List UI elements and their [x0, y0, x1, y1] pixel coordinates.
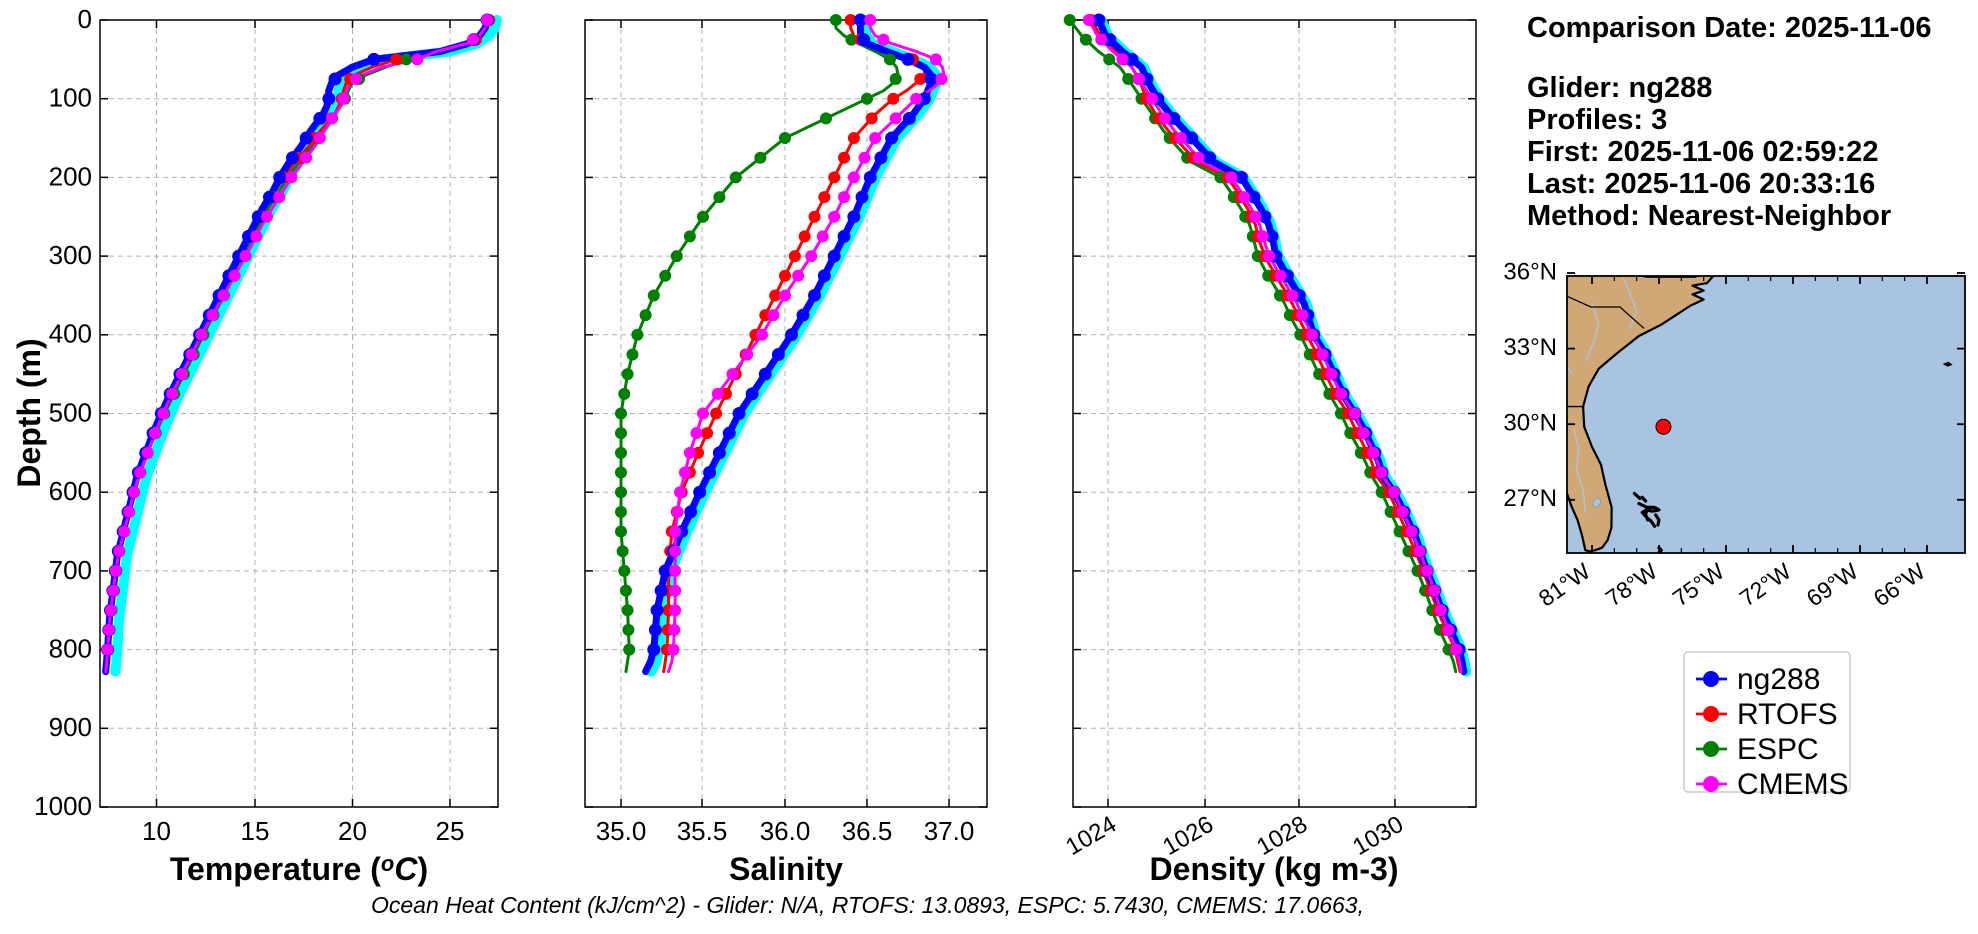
svg-text:700: 700 [49, 555, 92, 585]
svg-text:15: 15 [241, 816, 270, 846]
svg-text:RTOFS: RTOFS [1737, 698, 1838, 731]
svg-text:20: 20 [338, 816, 367, 846]
svg-text:500: 500 [49, 397, 92, 427]
svg-text:35.0: 35.0 [596, 816, 647, 846]
svg-text:800: 800 [49, 633, 92, 663]
svg-text:900: 900 [49, 712, 92, 742]
svg-text:Salinity: Salinity [729, 851, 843, 887]
svg-text:400: 400 [49, 319, 92, 349]
svg-text:35.5: 35.5 [677, 816, 728, 846]
svg-text:10: 10 [142, 816, 171, 846]
svg-text:Glider: ng288: Glider: ng288 [1527, 72, 1712, 104]
svg-text:Comparison Date: 2025-11-06: Comparison Date: 2025-11-06 [1527, 12, 1932, 44]
svg-text:25: 25 [436, 816, 465, 846]
svg-text:37.0: 37.0 [924, 816, 975, 846]
svg-text:First: 2025-11-06 02:59:22: First: 2025-11-06 02:59:22 [1527, 136, 1878, 168]
svg-text:30°N: 30°N [1503, 410, 1557, 437]
svg-text:36°N: 36°N [1503, 258, 1557, 285]
svg-text:Last: 2025-11-06 20:33:16: Last: 2025-11-06 20:33:16 [1527, 168, 1875, 200]
svg-text:0: 0 [78, 4, 92, 34]
svg-text:600: 600 [49, 476, 92, 506]
svg-text:200: 200 [49, 161, 92, 191]
svg-text:ESPC: ESPC [1737, 733, 1819, 766]
svg-text:100: 100 [49, 83, 92, 113]
svg-text:Depth (m): Depth (m) [11, 338, 47, 487]
svg-text:36.0: 36.0 [760, 816, 811, 846]
svg-text:36.5: 36.5 [842, 816, 893, 846]
svg-text:1000: 1000 [34, 791, 92, 821]
svg-text:Ocean Heat Content (kJ/cm^2) -: Ocean Heat Content (kJ/cm^2) - Glider: N… [371, 892, 1364, 918]
svg-text:300: 300 [49, 240, 92, 270]
svg-text:27°N: 27°N [1503, 485, 1557, 512]
svg-text:Profiles: 3: Profiles: 3 [1527, 104, 1667, 136]
svg-text:Density (kg m-3): Density (kg m-3) [1150, 851, 1399, 887]
svg-text:Method: Nearest-Neighbor: Method: Nearest-Neighbor [1527, 200, 1891, 232]
svg-text:CMEMS: CMEMS [1737, 768, 1849, 801]
svg-text:ng288: ng288 [1737, 663, 1820, 696]
svg-text:33°N: 33°N [1503, 334, 1557, 361]
